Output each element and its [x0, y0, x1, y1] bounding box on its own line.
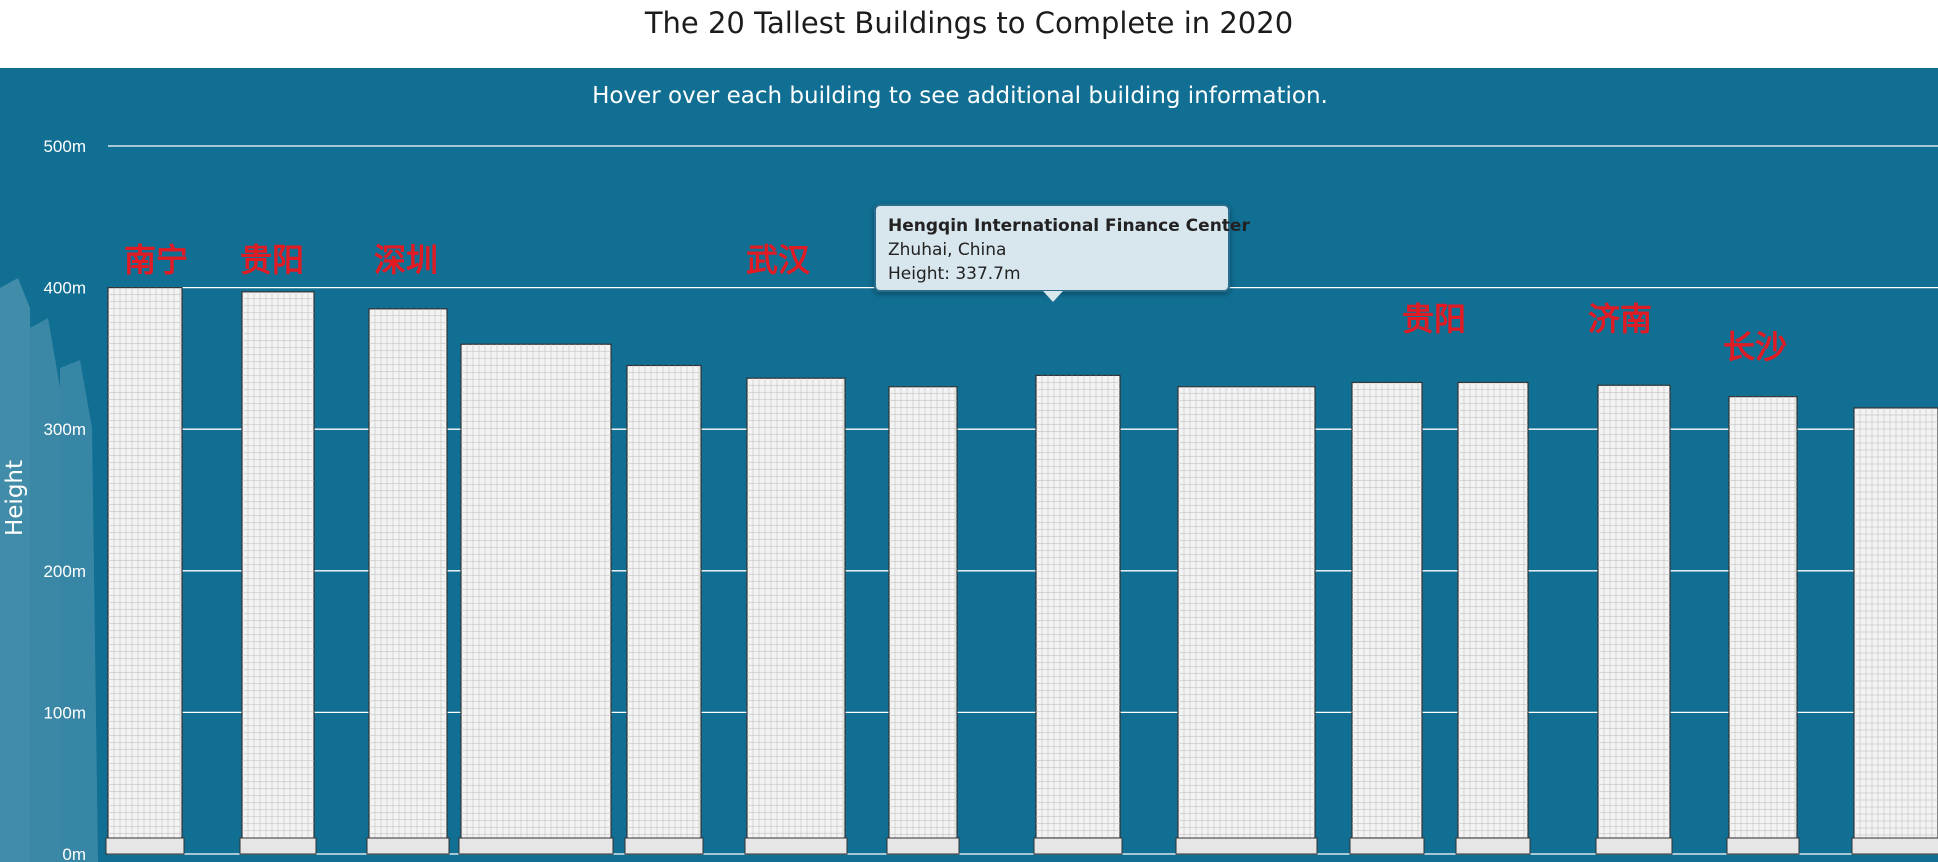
building-body: [368, 308, 448, 855]
building-facade: [1598, 385, 1670, 854]
building-podium: [624, 837, 704, 855]
building-10[interactable]: [1349, 381, 1425, 855]
y-tick-label: 200m: [43, 562, 86, 581]
city-label: 南宁: [124, 241, 188, 279]
building-facade: [242, 291, 314, 854]
building-podium: [1175, 837, 1318, 855]
building-facade: [461, 344, 611, 854]
background-towers: [0, 278, 98, 862]
building-tooltip: Hengqin International Finance Center Zhu…: [874, 204, 1250, 292]
building-facade: [1352, 382, 1422, 854]
building-12[interactable]: [1595, 384, 1673, 855]
tooltip-building-name: Hengqin International Finance Center: [888, 216, 1250, 236]
building-podium: [1033, 837, 1123, 855]
y-tick-label: 100m: [43, 703, 86, 722]
building-8[interactable]: [1033, 374, 1123, 855]
building-facade: [369, 308, 447, 854]
building-11[interactable]: [1455, 381, 1531, 855]
building-1[interactable]: [105, 287, 185, 855]
building-body: [460, 343, 612, 855]
y-tick-label: 0m: [62, 845, 86, 862]
building-body: [107, 287, 183, 855]
building-body: [1728, 396, 1798, 855]
building-7[interactable]: [886, 386, 960, 855]
city-label: 贵阳: [1402, 300, 1466, 338]
building-podium: [1595, 837, 1673, 855]
y-tick-label: 500m: [43, 137, 86, 156]
building-facade: [1036, 375, 1120, 854]
subtitle: Hover over each building to see addition…: [592, 83, 1328, 109]
building-body: [1457, 381, 1529, 855]
page-title: The 20 Tallest Buildings to Complete in …: [644, 6, 1294, 40]
building-chart: 0m 100m 200m 300m 400m 500m Hover over each b…: [0, 68, 1938, 862]
tooltip-location: Zhuhai, China: [888, 240, 1007, 260]
building-6[interactable]: [744, 377, 848, 855]
building-podium: [1455, 837, 1531, 855]
building-podium: [366, 837, 450, 855]
building-facade: [627, 365, 701, 854]
building-body: [626, 364, 702, 855]
city-label: 武汉: [746, 241, 811, 279]
building-3[interactable]: [366, 308, 450, 855]
building-podium: [1851, 837, 1938, 855]
city-label: 济南: [1588, 300, 1652, 338]
building-facade: [1178, 386, 1315, 854]
y-axis-label: Height: [2, 460, 28, 536]
building-facade: [1854, 408, 1938, 854]
chart-panel: 0m 100m 200m 300m 400m 500m Hover over each b…: [0, 68, 1938, 862]
building-body: [888, 386, 958, 855]
building-5[interactable]: [624, 364, 704, 855]
y-axis-ticks: 0m 100m 200m 300m 400m 500m: [43, 137, 86, 862]
building-facade: [747, 378, 845, 854]
building-podium: [105, 837, 185, 855]
building-podium: [458, 837, 614, 855]
tooltip-height: Height: 337.7m: [888, 264, 1021, 284]
city-label: 深圳: [374, 241, 438, 279]
building-podium: [1349, 837, 1425, 855]
city-label: 贵阳: [240, 241, 304, 279]
building-14[interactable]: [1851, 407, 1938, 855]
tooltip-pointer: [1043, 291, 1063, 302]
y-tick-label: 300m: [43, 420, 86, 439]
building-2[interactable]: [239, 291, 317, 855]
building-facade: [889, 386, 957, 854]
building-facade: [1729, 396, 1797, 854]
building-podium: [744, 837, 848, 855]
building-podium: [886, 837, 960, 855]
building-4[interactable]: [458, 343, 614, 855]
building-podium: [239, 837, 317, 855]
building-podium: [1726, 837, 1800, 855]
building-13[interactable]: [1726, 396, 1800, 855]
building-9[interactable]: [1175, 386, 1318, 855]
buildings: [105, 287, 1938, 855]
y-tick-label: 400m: [43, 279, 86, 298]
building-facade: [108, 287, 182, 854]
building-facade: [1458, 382, 1528, 854]
city-label: 长沙: [1723, 328, 1787, 366]
building-body: [1351, 381, 1423, 855]
